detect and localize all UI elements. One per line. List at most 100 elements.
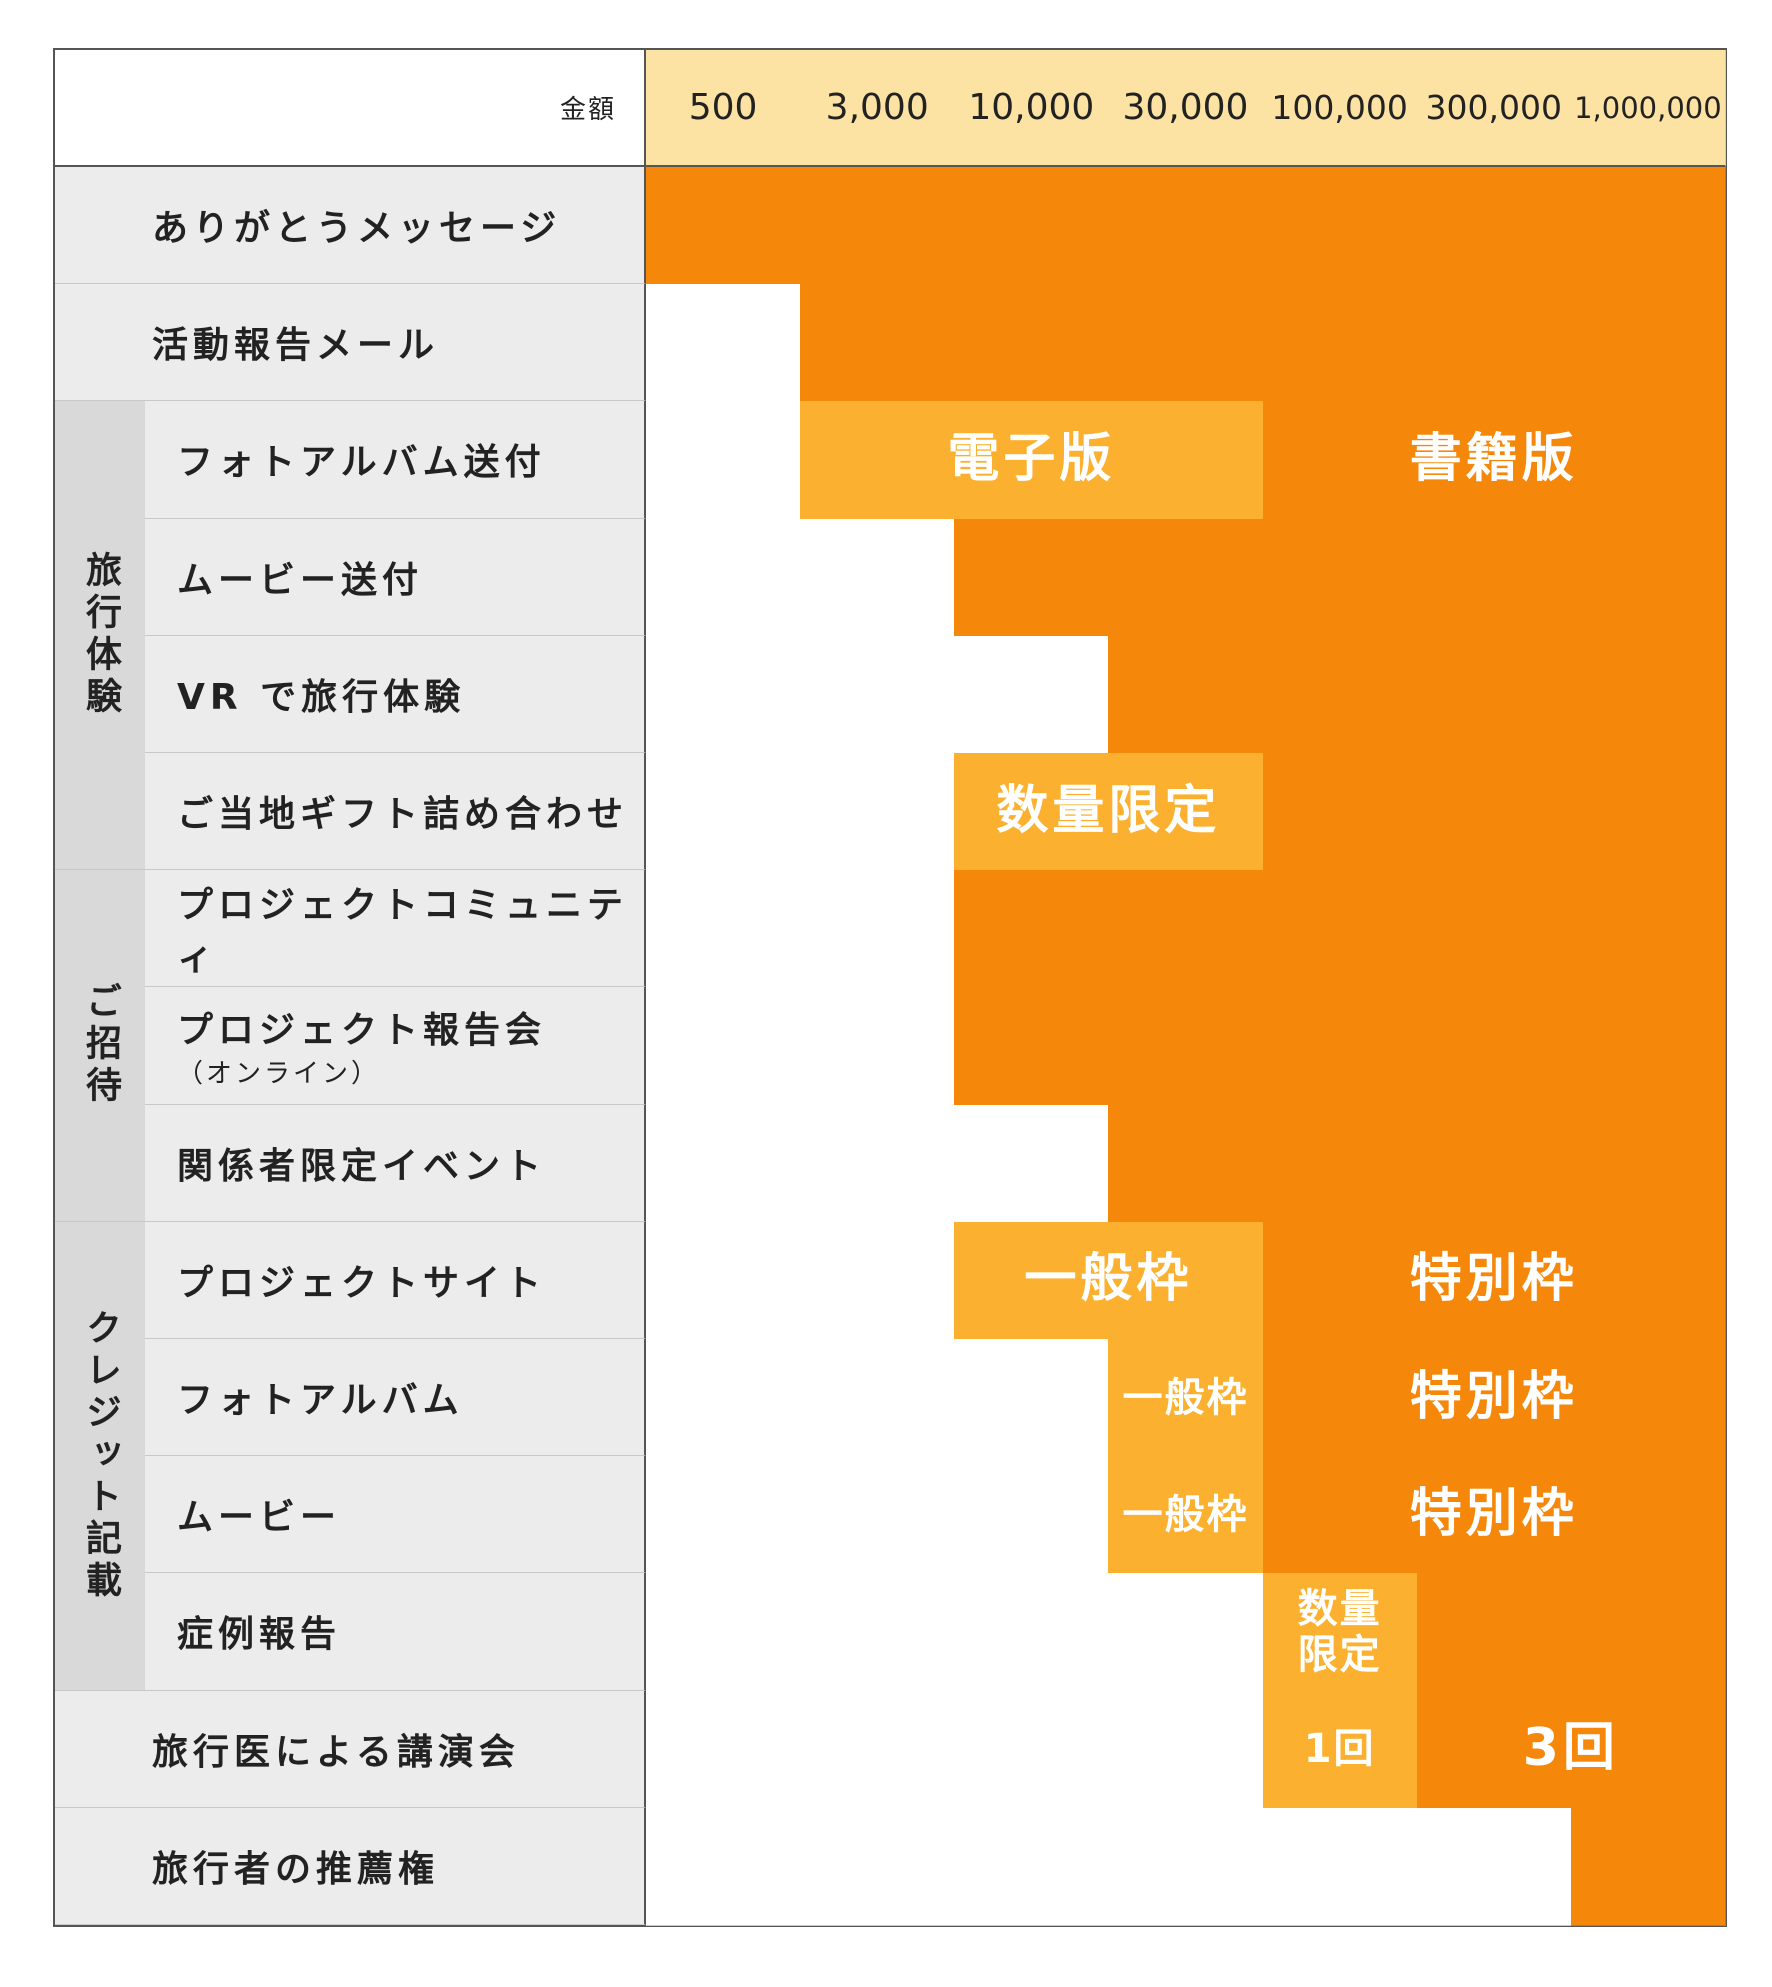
row-label-text: 旅行者の推薦権 (152, 1848, 440, 1890)
reward-cell (800, 1221, 956, 1340)
row-label-text: プロジェクトサイト (177, 1262, 547, 1304)
amount-header: 1,000,000 (1570, 50, 1726, 167)
reward-cell (1108, 635, 1264, 754)
reward-cell (1570, 1690, 1726, 1809)
reward-cell (954, 870, 1110, 989)
reward-cell (1570, 1339, 1726, 1458)
row-label: 旅行者の推薦権 (55, 1807, 646, 1925)
reward-cell (646, 1104, 802, 1223)
reward-cell (800, 401, 956, 520)
row-label-text: プロジェクトコミュニティ (177, 885, 629, 979)
cell-label: 特別枠 (1409, 1249, 1578, 1310)
reward-cell (1262, 1221, 1418, 1340)
reward-cell (954, 1690, 1110, 1809)
reward-cell (1416, 870, 1572, 989)
reward-cell (646, 1807, 802, 1926)
row-label: VR で旅行体験 (145, 635, 646, 753)
reward-cell (1416, 1221, 1572, 1340)
reward-cell (646, 401, 802, 520)
reward-cell (954, 1807, 1110, 1926)
row-label: ご当地ギフト詰め合わせ (145, 753, 646, 871)
reward-cell (800, 1339, 956, 1458)
cell-label: 数量限定 (996, 780, 1221, 841)
reward-cell (800, 987, 956, 1106)
reward-cell (646, 987, 802, 1106)
reward-cell (1108, 401, 1264, 520)
row-label-text: ありがとうメッセージ (152, 208, 562, 250)
amount-header: 100,000 (1262, 50, 1418, 167)
reward-cell (954, 635, 1110, 754)
reward-cell (1108, 518, 1264, 637)
row-label: ムービー送付 (145, 518, 646, 636)
reward-cell (1416, 753, 1572, 872)
reward-cell (1108, 167, 1264, 286)
cell-label: 1回 (1303, 1726, 1376, 1773)
reward-cell (1570, 987, 1726, 1106)
reward-cell (1108, 1456, 1264, 1575)
reward-cell (1262, 284, 1418, 403)
reward-cell (800, 753, 956, 872)
reward-cell (646, 635, 802, 754)
reward-cell (1570, 284, 1726, 403)
row-label: プロジェクトコミュニティ (145, 870, 646, 988)
reward-cell (1262, 635, 1418, 754)
row-label: プロジェクトサイト (145, 1221, 646, 1339)
reward-cell (1262, 1573, 1418, 1692)
reward-cell (646, 284, 802, 403)
reward-cell (1108, 870, 1264, 989)
reward-cell (1262, 987, 1418, 1106)
reward-cell (1108, 1339, 1264, 1458)
reward-cell (1262, 1104, 1418, 1223)
reward-cell (800, 1690, 956, 1809)
reward-cell (954, 1573, 1110, 1692)
reward-cell (646, 870, 802, 989)
amount-header: 10,000 (954, 50, 1110, 167)
reward-cell (1108, 1807, 1264, 1926)
cell-label: 特別枠 (1409, 1483, 1578, 1544)
row-label-text: 関係者限定イベント (177, 1145, 547, 1187)
reward-table: 金額 500 3,000 10,000 30,000 100,000 300,000 1,00… (53, 48, 1727, 1927)
reward-cell (800, 1573, 956, 1692)
reward-cell (800, 635, 956, 754)
group-label: 旅行体験 (80, 551, 121, 720)
reward-cell (1570, 1104, 1726, 1223)
row-label-text: 症例報告 (177, 1614, 342, 1656)
row-label: フォトアルバム (145, 1339, 646, 1457)
reward-cell (1416, 284, 1572, 403)
reward-cell (1262, 167, 1418, 286)
reward-cell (954, 1456, 1110, 1575)
reward-cell (800, 1104, 956, 1223)
group-label-cell: ご招待 (55, 870, 145, 1222)
reward-cell (1416, 1339, 1572, 1458)
reward-cell (1570, 1573, 1726, 1692)
reward-cell (1416, 987, 1572, 1106)
row-sublabel: （オンライン） (177, 1058, 381, 1089)
reward-cell (954, 753, 1110, 872)
cell-label: 一般枠 (1122, 1374, 1249, 1421)
cell-label: 3回 (1522, 1718, 1619, 1779)
reward-cell (1570, 635, 1726, 754)
reward-cell (1570, 518, 1726, 637)
row-label: 症例報告 (145, 1573, 646, 1691)
reward-cell (646, 1573, 802, 1692)
reward-cell (646, 518, 802, 637)
reward-cell (800, 1807, 956, 1926)
reward-cell (1570, 1807, 1726, 1926)
row-label: 活動報告メール (55, 284, 646, 402)
reward-cell (1262, 518, 1418, 637)
cell-label: 電子版 (947, 429, 1116, 490)
reward-cell (646, 1221, 802, 1340)
reward-cell (1108, 1104, 1264, 1223)
row-label: ありがとうメッセージ (55, 167, 646, 285)
reward-cell (1416, 1573, 1572, 1692)
reward-cell (954, 1104, 1110, 1223)
reward-cell (1262, 1339, 1418, 1458)
row-label-text: 活動報告メール (152, 325, 440, 367)
group-label-cell: 旅行体験 (55, 401, 145, 871)
amount-header: 3,000 (800, 50, 956, 167)
reward-cell (800, 167, 956, 286)
row-label: ムービー (145, 1456, 646, 1574)
row-label: プロジェクト報告会 （オンライン） (145, 987, 646, 1105)
reward-cell (954, 167, 1110, 286)
